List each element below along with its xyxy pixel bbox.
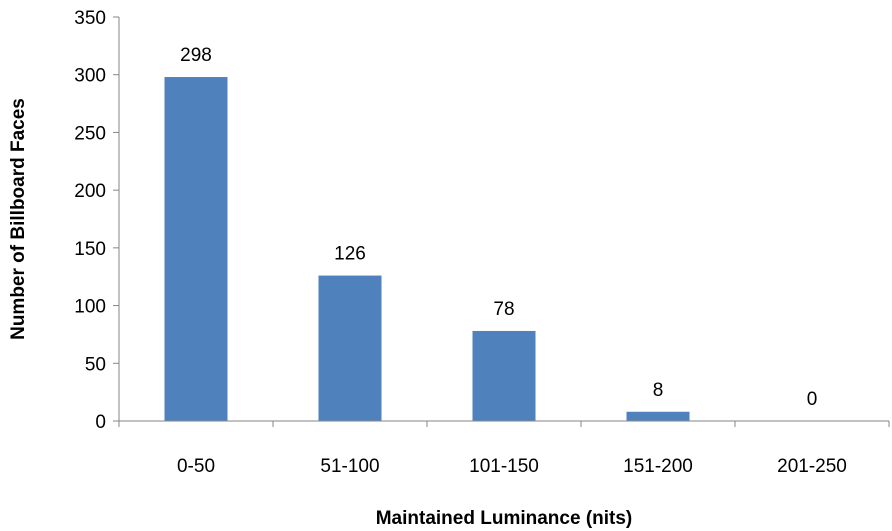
bar-51-100 [318, 275, 382, 421]
data-label-101-150: 78 [493, 299, 514, 320]
y-tick-label: 200 [74, 181, 106, 202]
data-label-51-100: 126 [334, 244, 366, 265]
bar-101-150 [472, 330, 536, 421]
y-axis-ticks: 0 50 100 150 200 250 300 350 [74, 8, 119, 433]
x-tick-label-201-250: 201-250 [777, 456, 847, 477]
y-tick-label: 100 [74, 297, 106, 318]
y-axis-title: Number of Billboard Faces [8, 98, 29, 340]
y-tick-label: 350 [74, 8, 106, 29]
bar-0-50 [164, 77, 228, 421]
bar-151-200 [626, 411, 690, 421]
y-tick-label: 300 [74, 66, 106, 87]
x-tick-label-0-50: 0-50 [177, 456, 215, 477]
data-label-201-250: 0 [807, 389, 818, 410]
x-tick-label-151-200: 151-200 [623, 456, 693, 477]
x-axis-ticks: 0-50 51-100 101-150 151-200 201-250 [118, 421, 890, 477]
data-labels: 298 126 78 8 0 [180, 45, 817, 410]
x-tick-label-101-150: 101-150 [469, 456, 539, 477]
y-tick-label: 50 [85, 354, 106, 375]
y-tick-label: 250 [74, 123, 106, 144]
y-tick-label: 0 [95, 412, 106, 433]
x-tick-label-51-100: 51-100 [320, 456, 379, 477]
data-label-151-200: 8 [653, 380, 664, 401]
x-axis-title: Maintained Luminance (nits) [376, 508, 633, 529]
bars [164, 77, 690, 421]
y-tick-label: 150 [74, 239, 106, 260]
data-label-0-50: 298 [180, 45, 212, 66]
